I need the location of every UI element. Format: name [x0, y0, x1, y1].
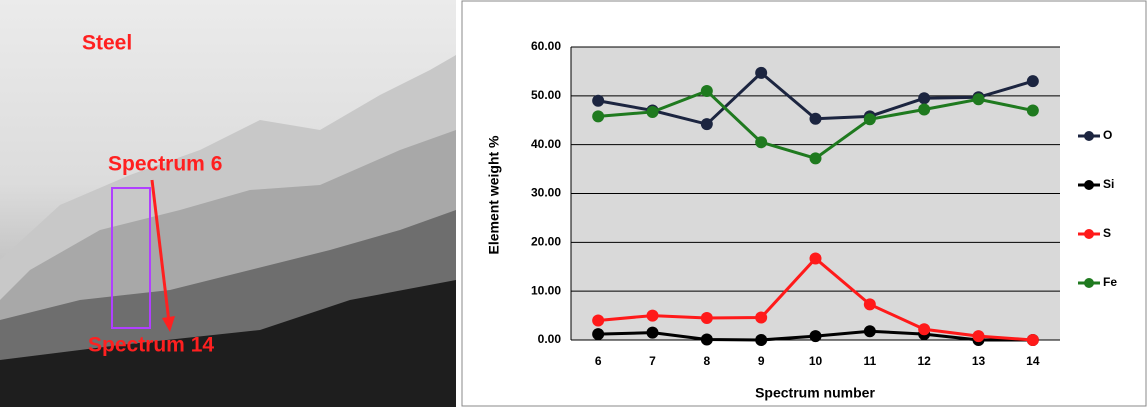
data-point — [592, 110, 605, 123]
label-spectrum-end: Spectrum 14 — [88, 334, 214, 357]
data-point — [755, 66, 768, 79]
legend-marker — [1084, 278, 1094, 288]
data-point — [809, 252, 822, 265]
spectrum-boxes — [111, 187, 151, 329]
data-point — [972, 93, 985, 106]
x-tick-label: 6 — [595, 354, 602, 368]
legend-marker — [1084, 229, 1094, 239]
y-tick-label: 30.00 — [531, 186, 561, 200]
y-tick-label: 0.00 — [538, 332, 562, 346]
arrow — [150, 179, 171, 323]
x-tick-label: 13 — [972, 354, 986, 368]
data-point — [646, 309, 659, 322]
data-point — [755, 136, 768, 149]
data-point — [700, 84, 713, 97]
data-point — [700, 312, 713, 325]
y-tick-label: 50.00 — [531, 88, 561, 102]
data-point — [1026, 104, 1039, 117]
data-point — [700, 333, 713, 346]
data-point — [918, 323, 931, 336]
data-point — [1026, 75, 1039, 88]
data-point — [700, 118, 713, 131]
data-point — [918, 103, 931, 116]
label-spectrum-start: Spectrum 6 — [108, 153, 222, 176]
arrow-head — [162, 316, 175, 332]
data-point — [592, 94, 605, 107]
data-point — [863, 113, 876, 126]
legend-label: O — [1103, 128, 1112, 142]
data-point — [809, 112, 822, 125]
data-point — [809, 152, 822, 165]
data-point — [809, 330, 822, 343]
data-point — [646, 105, 659, 118]
y-tick-label: 20.00 — [531, 235, 561, 249]
x-tick-label: 8 — [703, 354, 710, 368]
legend-marker — [1084, 180, 1094, 190]
y-tick-label: 60.00 — [531, 39, 561, 53]
label-steel: Steel — [82, 32, 132, 55]
legend-label: Si — [1103, 177, 1114, 191]
y-tick-label: 10.00 — [531, 283, 561, 297]
data-point — [646, 326, 659, 339]
data-point — [755, 311, 768, 324]
data-point — [592, 328, 605, 341]
data-point — [972, 330, 985, 343]
x-tick-label: 12 — [917, 354, 931, 368]
data-point — [863, 298, 876, 311]
legend-label: Fe — [1103, 275, 1117, 289]
x-tick-label: 7 — [649, 354, 656, 368]
x-tick-label: 14 — [1026, 354, 1040, 368]
data-point — [918, 92, 931, 105]
y-tick-label: 40.00 — [531, 137, 561, 151]
legend-marker — [1084, 131, 1094, 141]
data-point — [592, 314, 605, 327]
data-point — [863, 325, 876, 338]
photo-layer — [0, 280, 456, 407]
x-tick-label: 10 — [809, 354, 823, 368]
chart: Element weight % Spectrum number 0.00 10.… — [486, 39, 1118, 401]
y-axis-label: Element weight % — [486, 135, 502, 255]
x-tick-label: 9 — [758, 354, 765, 368]
data-point — [755, 334, 768, 346]
data-point — [1026, 334, 1039, 346]
legend-label: S — [1103, 226, 1111, 240]
x-axis-label: Spectrum number — [755, 385, 875, 401]
micrograph: Steel Spectrum 6 Spectrum 14 — [0, 0, 456, 407]
x-tick-label: 11 — [863, 354, 876, 368]
